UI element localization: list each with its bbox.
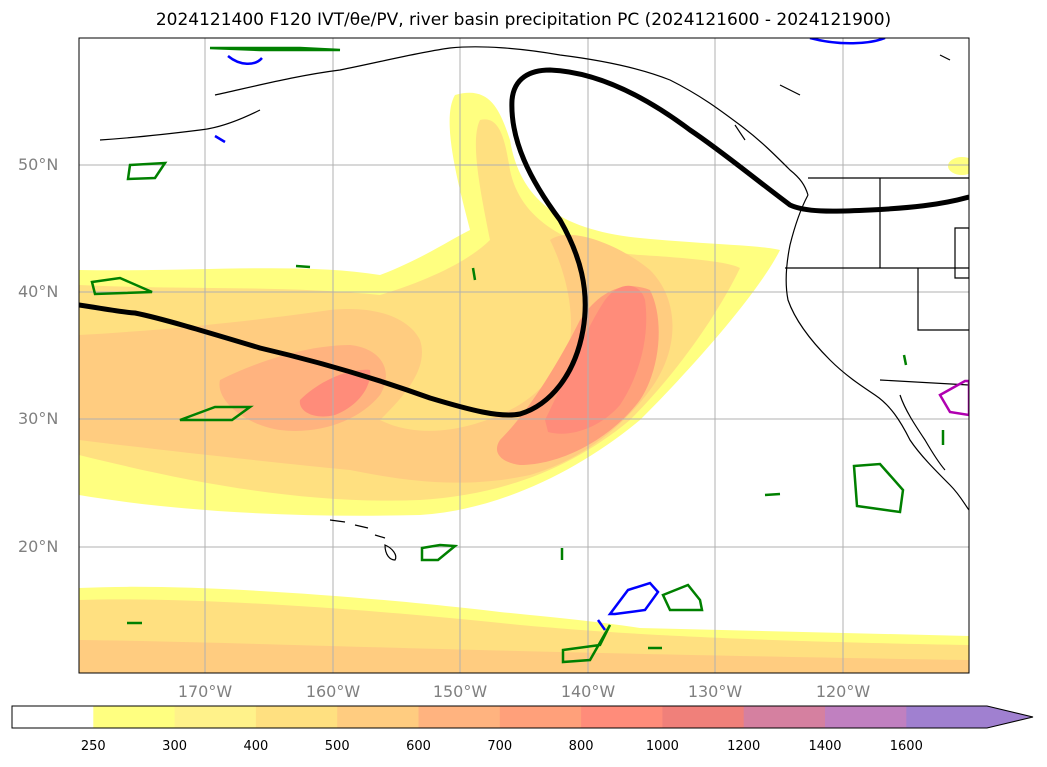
colorbar-cell bbox=[499, 706, 582, 728]
lon-label-170w: 170°W bbox=[177, 682, 233, 701]
blue-contours bbox=[214, 38, 886, 631]
colorbar bbox=[11, 705, 1034, 729]
colorbar-cell bbox=[337, 706, 419, 728]
colorbar-cell bbox=[418, 706, 501, 728]
pv-contour bbox=[79, 67, 969, 418]
lon-label-160w: 160°W bbox=[305, 682, 361, 701]
ivt-shading bbox=[79, 92, 969, 673]
colorbar-tick-label: 500 bbox=[324, 739, 350, 754]
colorbar-cell bbox=[581, 706, 663, 728]
colorbar-cell bbox=[93, 706, 176, 728]
lat-label-50n: 50°N bbox=[18, 155, 59, 174]
precip-basin-contours bbox=[90, 46, 945, 664]
colorbar-tick-label: 300 bbox=[162, 739, 188, 754]
colorbar-tick-label: 600 bbox=[406, 739, 431, 754]
colorbar-tick-label: 700 bbox=[487, 739, 513, 754]
colorbar-tick-label: 1600 bbox=[889, 739, 923, 754]
lat-label-40n: 40°N bbox=[18, 282, 59, 301]
lon-label-140w: 140°W bbox=[560, 682, 616, 701]
colorbar-cell bbox=[12, 706, 94, 728]
ivt-map bbox=[78, 37, 970, 674]
lon-label-150w: 150°W bbox=[432, 682, 488, 701]
colorbar-tick-label: 400 bbox=[243, 739, 269, 754]
colorbar-cell bbox=[174, 706, 257, 728]
colorbar-cell bbox=[743, 706, 826, 728]
colorbar-cell bbox=[662, 706, 745, 728]
colorbar-tick-label: 1000 bbox=[645, 739, 679, 754]
lat-label-30n: 30°N bbox=[18, 409, 59, 428]
colorbar-cell bbox=[906, 706, 1033, 728]
colorbar-cell bbox=[825, 706, 907, 728]
map-title: 2024121400 F120 IVT/θe/PV, river basin p… bbox=[155, 10, 892, 30]
lat-label-20n: 20°N bbox=[18, 537, 59, 556]
magenta-contour bbox=[938, 379, 969, 417]
colorbar-tick-label: 800 bbox=[568, 739, 594, 754]
colorbar-cell bbox=[255, 706, 338, 728]
graticule bbox=[79, 38, 969, 673]
colorbar-tick-label: 250 bbox=[80, 739, 106, 754]
colorbar-tick-label: 1200 bbox=[727, 739, 761, 754]
lon-label-130w: 130°W bbox=[687, 682, 743, 701]
lon-label-120w: 120°W bbox=[815, 682, 871, 701]
coastlines bbox=[99, 46, 969, 561]
colorbar-tick-label: 1400 bbox=[808, 739, 842, 754]
